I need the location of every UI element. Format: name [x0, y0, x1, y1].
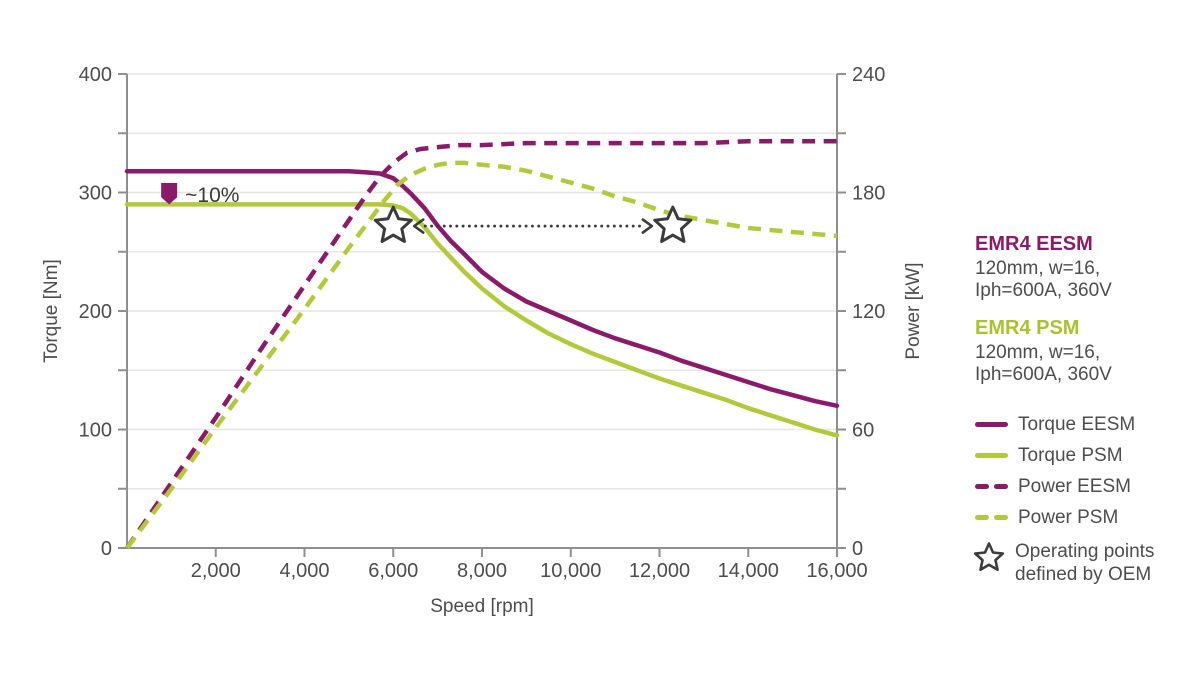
- legend-item-label: Power EESM: [1018, 475, 1131, 497]
- swatch-segment: [975, 422, 1008, 427]
- y-right-axis-title: Power [kW]: [903, 262, 924, 359]
- y-right-tick-label: 60: [852, 420, 874, 442]
- star-icon: [973, 542, 1005, 572]
- x-tick-label: 16,000: [806, 560, 867, 582]
- x-tick-label: 10,000: [540, 560, 601, 582]
- swatch-segment: [975, 484, 989, 489]
- torque-psm-line-swatch: [975, 453, 1018, 458]
- series-torque-psm: [124, 202, 840, 438]
- legend-item-operating-points: Operating points defined by OEM: [972, 540, 1154, 586]
- y-left-axis-title: Torque [Nm]: [41, 259, 62, 362]
- legend-item-power-psm: Power PSM: [975, 502, 1154, 533]
- legend-item-torque-psm: Torque PSM: [975, 440, 1154, 471]
- series-power-psm: [125, 160, 838, 550]
- x-tick-label: 6,000: [368, 560, 418, 582]
- legend-operating-points-line2: defined by OEM: [1015, 564, 1152, 585]
- legend-operating-points-label: Operating points defined by OEM: [1015, 540, 1154, 586]
- power-eesm-line-swatch: [975, 484, 1018, 489]
- operating-point-star: [653, 205, 693, 243]
- y-right-tick-label: 120: [852, 301, 885, 323]
- torque-delta-label: ~10%: [185, 184, 239, 207]
- legend-item-torque-eesm: Torque EESM: [975, 409, 1154, 440]
- arrow-head-left: [412, 218, 425, 234]
- legend-items: Torque EESM Torque PSM Power EESM Power …: [972, 409, 1154, 586]
- torque-delta-arrow: [161, 183, 178, 205]
- y-right-tick-label: 0: [852, 538, 863, 560]
- y-right-tick-label: 240: [852, 64, 885, 86]
- legend-item-label: Power PSM: [1018, 506, 1119, 528]
- y-left-tick-label: 400: [79, 64, 112, 86]
- y-left-tick-label: 100: [79, 420, 112, 442]
- series-torque-eesm: [124, 168, 840, 409]
- legend-operating-points-line1: Operating points: [1015, 541, 1155, 562]
- x-tick-label: 8,000: [457, 560, 507, 582]
- series-power-eesm: [125, 138, 837, 550]
- legend-item-label: Torque EESM: [1018, 413, 1136, 435]
- legend-psm-spec-line2: Iph=600A, 360V: [975, 363, 1112, 385]
- legend-item-label: Torque PSM: [1018, 444, 1123, 466]
- star-icon: [972, 540, 1015, 579]
- y-left-tick-label: 300: [79, 183, 112, 205]
- swatch-segment: [975, 453, 1008, 458]
- swatch-segment: [975, 515, 989, 520]
- operating-point-star: [373, 205, 413, 243]
- x-tick-label: 14,000: [718, 560, 779, 582]
- x-tick-label: 4,000: [279, 560, 329, 582]
- legend-psm-spec-line1: 120mm, w=16,: [975, 342, 1101, 363]
- swatch-segment: [994, 484, 1008, 489]
- power-psm-line-swatch: [975, 515, 1018, 520]
- legend-eesm-spec-line1: 120mm, w=16,: [975, 258, 1101, 279]
- arrow-head-right: [641, 218, 654, 234]
- x-tick-label: 2,000: [191, 560, 241, 582]
- y-left-tick-label: 200: [79, 301, 112, 323]
- legend-eesm-title: EMR4 EESM: [975, 233, 1093, 255]
- x-tick-label: 12,000: [629, 560, 690, 582]
- torque-eesm-line-swatch: [975, 422, 1018, 427]
- legend-block-psm: EMR4 PSM 120mm, w=16, Iph=600A, 360V: [975, 318, 1112, 385]
- legend-block-eesm: EMR4 EESM 120mm, w=16, Iph=600A, 360V: [975, 234, 1112, 301]
- x-axis-title: Speed [rpm]: [430, 596, 534, 617]
- legend-eesm-spec-line2: Iph=600A, 360V: [975, 279, 1112, 301]
- swatch-segment: [994, 515, 1008, 520]
- y-right-tick-label: 180: [852, 183, 885, 205]
- legend-psm-title: EMR4 PSM: [975, 317, 1080, 339]
- legend-item-power-eesm: Power EESM: [975, 471, 1154, 502]
- y-left-tick-label: 0: [101, 538, 112, 560]
